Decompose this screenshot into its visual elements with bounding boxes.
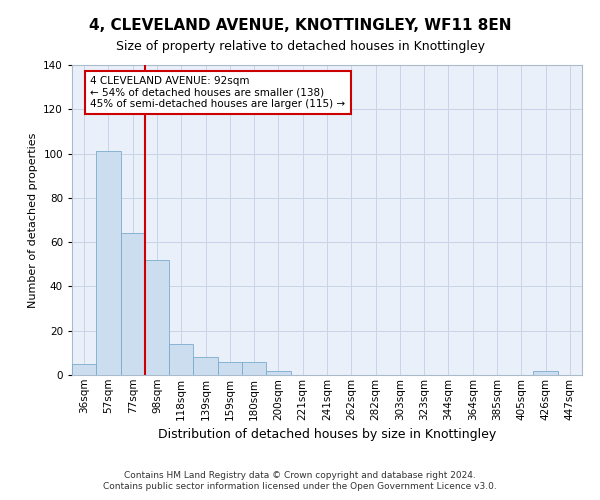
- Bar: [96, 152, 121, 375]
- Bar: [193, 358, 218, 375]
- Bar: [266, 370, 290, 375]
- Bar: [121, 234, 145, 375]
- Bar: [169, 344, 193, 375]
- Text: 4 CLEVELAND AVENUE: 92sqm
← 54% of detached houses are smaller (138)
45% of semi: 4 CLEVELAND AVENUE: 92sqm ← 54% of detac…: [90, 76, 346, 110]
- Bar: [533, 370, 558, 375]
- Bar: [145, 260, 169, 375]
- Text: Size of property relative to detached houses in Knottingley: Size of property relative to detached ho…: [115, 40, 485, 53]
- X-axis label: Distribution of detached houses by size in Knottingley: Distribution of detached houses by size …: [158, 428, 496, 441]
- Text: 4, CLEVELAND AVENUE, KNOTTINGLEY, WF11 8EN: 4, CLEVELAND AVENUE, KNOTTINGLEY, WF11 8…: [89, 18, 511, 32]
- Text: Contains public sector information licensed under the Open Government Licence v3: Contains public sector information licen…: [103, 482, 497, 491]
- Bar: [218, 362, 242, 375]
- Y-axis label: Number of detached properties: Number of detached properties: [28, 132, 38, 308]
- Text: Contains HM Land Registry data © Crown copyright and database right 2024.: Contains HM Land Registry data © Crown c…: [124, 471, 476, 480]
- Bar: [242, 362, 266, 375]
- Bar: [72, 364, 96, 375]
